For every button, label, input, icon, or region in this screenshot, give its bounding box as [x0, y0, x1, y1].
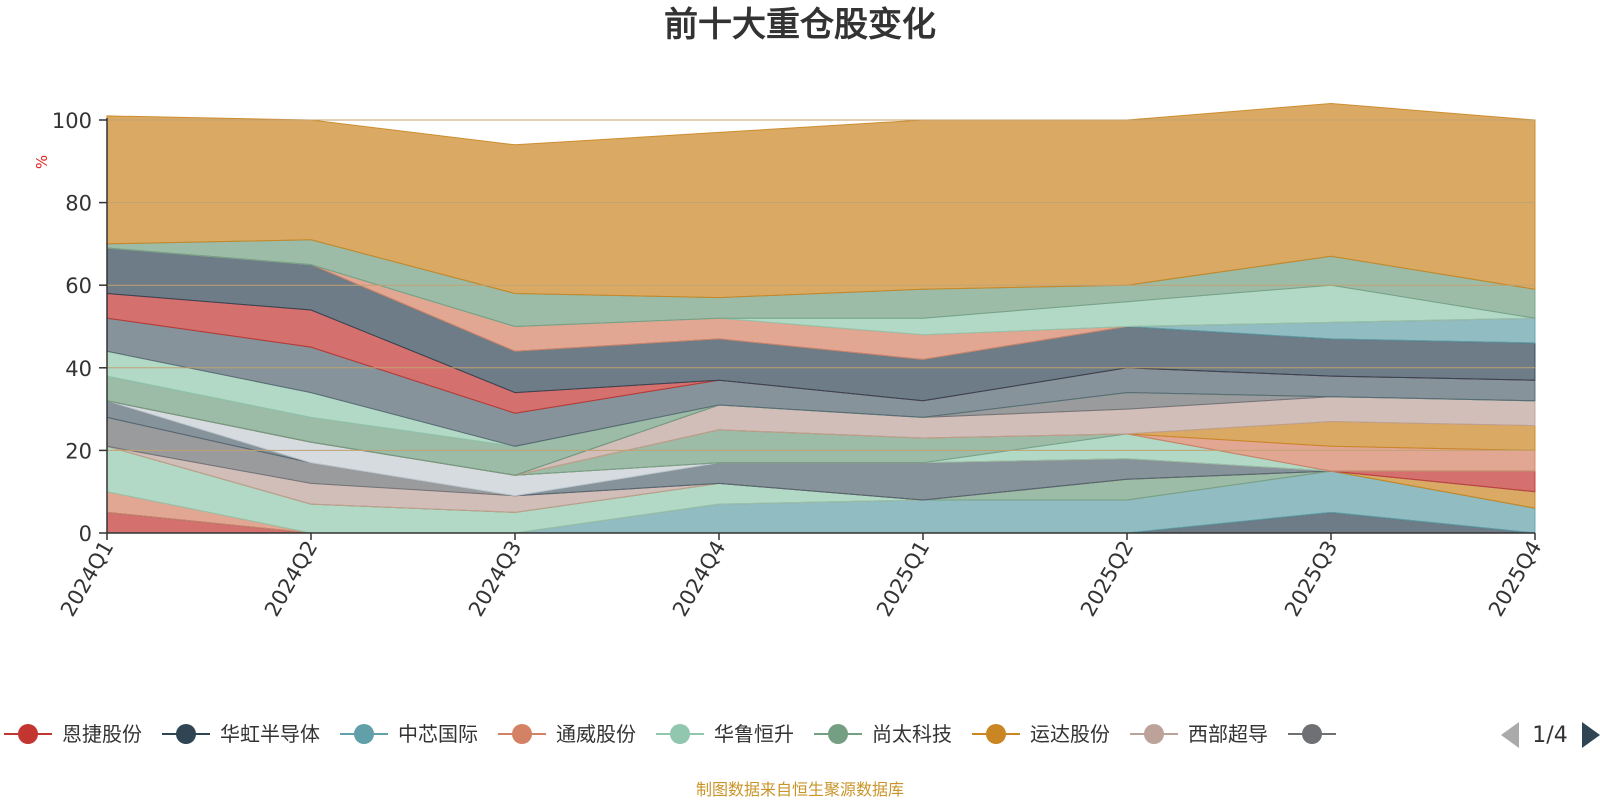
- grid-lines: [107, 119, 1535, 451]
- y-tick-label: 0: [79, 522, 92, 546]
- area-layers: [106, 102, 1536, 534]
- legend-item-5[interactable]: 华鲁恒升: [656, 722, 794, 746]
- x-tick-label: 2024Q2: [260, 537, 322, 621]
- legend-item-3[interactable]: 中芯国际: [340, 722, 478, 746]
- legend-marker: [176, 724, 196, 744]
- legend-item-7[interactable]: 运达股份: [972, 722, 1110, 746]
- legend-pager: 1/4: [1501, 722, 1600, 748]
- x-tick-label: 2025Q4: [1484, 537, 1546, 621]
- x-tick-label: 2025Q1: [872, 537, 934, 621]
- legend-marker: [670, 724, 690, 744]
- x-tick-label: 2025Q3: [1280, 537, 1342, 621]
- area-28[interactable]: [106, 102, 1536, 299]
- legend-next-page-icon[interactable]: [1582, 722, 1600, 748]
- legend-label: 运达股份: [1030, 722, 1110, 746]
- legend-label: 中芯国际: [398, 722, 478, 746]
- legend-page-indicator: 1/4: [1532, 723, 1567, 748]
- legend-item-1[interactable]: 恩捷股份: [4, 722, 142, 746]
- y-tick-label: 60: [65, 274, 92, 298]
- source-note: 制图数据来自恒生聚源数据库: [696, 780, 904, 799]
- legend-prev-page-icon[interactable]: [1501, 722, 1519, 748]
- legend-item-8[interactable]: 西部超导: [1130, 722, 1268, 746]
- chart-title: 前十大重仓股变化: [664, 5, 936, 45]
- y-axis-unit-label: %: [33, 155, 51, 169]
- legend-marker: [18, 724, 38, 744]
- legend-marker: [1144, 724, 1164, 744]
- y-tick-label: 80: [65, 192, 92, 216]
- legend-label: 通威股份: [556, 722, 636, 746]
- legend-item-6[interactable]: 尚太科技: [814, 722, 952, 746]
- legend-item-9[interactable]: [1288, 724, 1336, 744]
- x-tick-label: 2025Q2: [1076, 537, 1138, 621]
- legend-item-4[interactable]: 通威股份: [498, 722, 636, 746]
- y-tick-label: 40: [65, 357, 92, 381]
- legend-marker: [1302, 724, 1322, 744]
- legend-label: 华鲁恒升: [714, 722, 794, 746]
- legend-marker: [512, 724, 532, 744]
- legend-label: 华虹半导体: [220, 722, 320, 746]
- legend: 恩捷股份 华虹半导体 中芯国际 通威股份 华鲁恒升 尚太科技 运达股份 西部超导: [4, 722, 1336, 746]
- y-tick-label: 20: [65, 439, 92, 463]
- legend-marker: [828, 724, 848, 744]
- legend-marker: [354, 724, 374, 744]
- x-tick-label: 2024Q4: [668, 537, 730, 621]
- legend-item-2[interactable]: 华虹半导体: [162, 722, 320, 746]
- x-tick-label: 2024Q1: [56, 537, 118, 621]
- legend-label: 西部超导: [1188, 722, 1268, 746]
- x-tick-label: 2024Q3: [464, 537, 526, 621]
- legend-marker: [986, 724, 1006, 744]
- y-tick-label: 100: [52, 109, 92, 133]
- legend-label: 尚太科技: [872, 722, 952, 746]
- legend-label: 恩捷股份: [62, 722, 142, 746]
